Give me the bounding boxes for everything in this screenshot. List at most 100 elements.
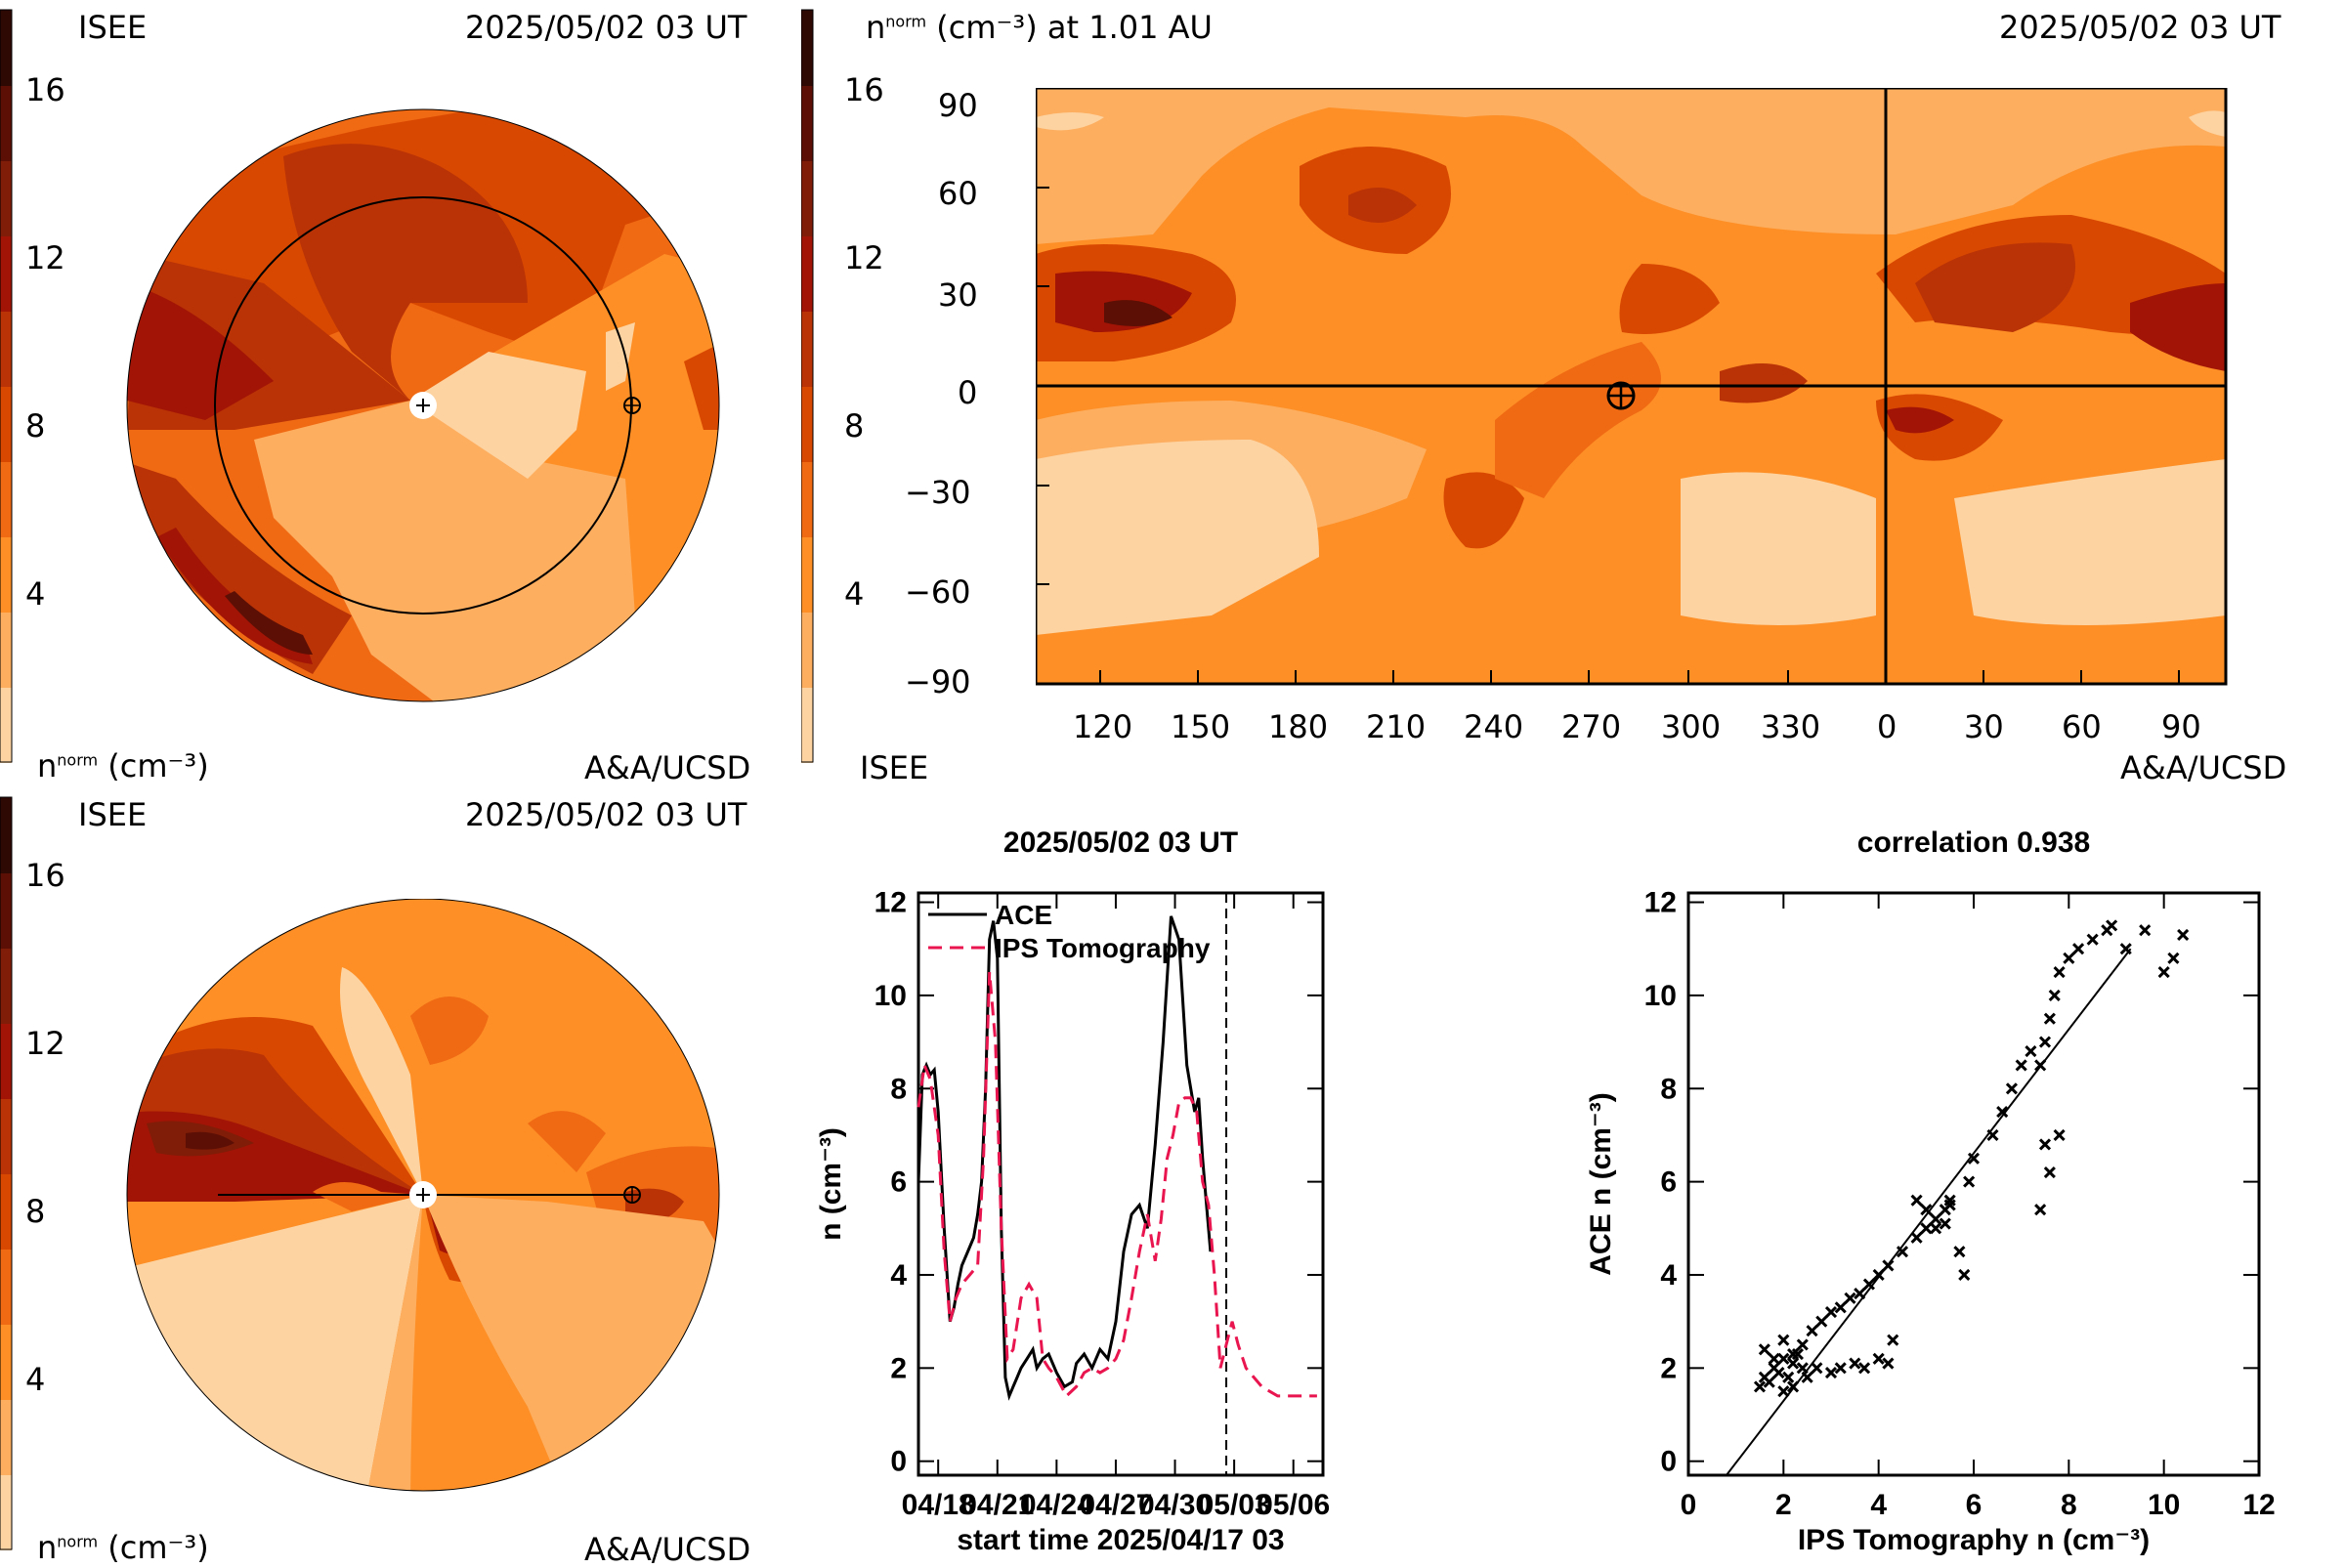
scatter-point-mark — [2053, 965, 2066, 979]
scatter-point — [2139, 924, 2152, 937]
map-xtick: 120 — [1073, 708, 1133, 745]
y-tick-label: 2 — [890, 1352, 907, 1384]
time-series-chart: 2025/05/02 03 UT start time 2025/04/17 03… — [815, 826, 1330, 1556]
colorbar-swatch — [801, 536, 813, 613]
scatter-point-mark — [2106, 919, 2118, 932]
y-tick-label: 0 — [1660, 1446, 1677, 1478]
scatter-point — [1801, 1371, 1813, 1383]
scatter-point — [1844, 1292, 1856, 1304]
unit-superscript: norm — [57, 1532, 99, 1551]
colorbar-swatch — [0, 1399, 12, 1475]
scatter-point — [2157, 965, 2170, 979]
scatter-point-mark — [1782, 1371, 1795, 1383]
scatter-point-mark — [1758, 1343, 1770, 1356]
scatter-point-mark — [2048, 989, 2061, 1001]
x-axis-label: start time 2025/04/17 03 — [957, 1524, 1284, 1556]
scatter-point — [2038, 1036, 2052, 1048]
scatter-point-mark — [1763, 1376, 1775, 1388]
colorbar-tick-label: 4 — [844, 575, 865, 613]
scatter-point — [2034, 1059, 2047, 1072]
scatter-point-mark — [1953, 1246, 1966, 1258]
scatter-point-mark — [2086, 933, 2099, 946]
colorbar-swatch — [0, 687, 12, 763]
y-tick-label: 8 — [890, 1073, 907, 1105]
scatter-point-mark — [2015, 1059, 2027, 1072]
scatter-point-mark — [1834, 1362, 1847, 1375]
scatter-point-mark — [1815, 1315, 1828, 1328]
sky-map-top-credit: A&A/UCSD — [584, 749, 751, 786]
colorbar-swatch — [801, 160, 813, 236]
sky-map-bottom-credit: A&A/UCSD — [584, 1531, 751, 1568]
unit-symbol: n — [37, 747, 58, 784]
scatter-point — [1753, 1380, 1767, 1393]
scatter-point-mark — [1930, 1212, 1942, 1225]
sky-map-bottom-disk — [126, 899, 720, 1492]
colorbar-tick-label: 4 — [25, 575, 46, 613]
scatter-point — [1796, 1362, 1809, 1375]
y-tick-label: 10 — [874, 980, 907, 1012]
scatter-point-mark — [1910, 1194, 1923, 1207]
scatter-point-mark — [2038, 1138, 2052, 1151]
x-axis-label: IPS Tomography n (cm⁻³) — [1798, 1524, 2150, 1556]
colorbar-swatch — [0, 1098, 12, 1174]
scatter-point-mark — [1920, 1204, 1933, 1216]
x-tick-label: 04/30 — [1138, 1489, 1212, 1521]
scatter-point-mark — [1882, 1259, 1895, 1272]
scatter-point — [1787, 1357, 1800, 1370]
scatter-point-mark — [1849, 1357, 1861, 1370]
map-xtick: 330 — [1761, 708, 1821, 745]
scatter-point-mark — [1806, 1325, 1818, 1337]
map-xtick: 270 — [1561, 708, 1622, 745]
y-tick-label: 12 — [874, 887, 907, 919]
colorbar-swatch — [0, 160, 12, 236]
colorbar-swatch — [801, 10, 813, 86]
scatter-point-mark — [1943, 1199, 1956, 1211]
scatter-point — [2043, 1012, 2056, 1025]
y-tick-label: 2 — [1660, 1352, 1677, 1384]
scatter-point — [1872, 1268, 1885, 1282]
colorbar-swatch — [801, 612, 813, 688]
unit-superscript: norm — [57, 750, 99, 770]
colorbar-swatch — [0, 311, 12, 387]
scatter-point — [1896, 1246, 1909, 1258]
colorbar-swatch — [0, 1249, 12, 1325]
colorbar-bottom-left — [0, 796, 13, 1550]
x-tick-label: 0 — [1681, 1489, 1697, 1521]
scatter-point — [1882, 1259, 1895, 1272]
map-ytick: 60 — [938, 175, 978, 212]
x-tick-label: 4 — [1870, 1489, 1887, 1521]
scatter-point-mark — [1801, 1371, 1813, 1383]
colorbar-swatch — [0, 948, 12, 1024]
scatter-point — [1958, 1268, 1971, 1282]
scatter-point-mark — [2043, 1166, 2056, 1179]
scatter-point-mark — [1787, 1347, 1800, 1361]
map-xtick: 30 — [1964, 708, 2004, 745]
y-tick-label: 10 — [1644, 980, 1677, 1012]
sky-map-top: ISEE 2025/05/02 03 UT 16 12 8 4 — [0, 0, 801, 791]
scatter-point — [1834, 1362, 1847, 1375]
map-axis-ticks — [1036, 88, 2180, 685]
scatter-point-mark — [2034, 1059, 2047, 1072]
colorbar-top-left — [0, 9, 13, 763]
plot-frame — [1686, 891, 2261, 1477]
scatter-point-mark — [2034, 1204, 2047, 1216]
colorbar-swatch — [0, 536, 12, 613]
scatter-point — [2072, 943, 2085, 955]
scatter-point-mark — [1777, 1385, 1790, 1398]
colorbar-tick-label: 12 — [25, 1025, 65, 1062]
earth-marker — [623, 397, 641, 414]
map-ytick: −60 — [905, 573, 971, 611]
colorbar-tick-label: 4 — [25, 1361, 46, 1398]
scatter-point-mark — [1887, 1334, 1899, 1346]
scatter-point — [1768, 1352, 1780, 1365]
colorbar-tick-label: 16 — [25, 71, 65, 108]
colorbar-swatch — [0, 85, 12, 161]
earth-marker — [1606, 381, 1636, 410]
chart-title: 2025/05/02 03 UT — [1003, 826, 1238, 859]
scatter-point — [1967, 1152, 1981, 1165]
colorbar-swatch — [0, 386, 12, 462]
y-tick-label: 4 — [890, 1259, 907, 1292]
colorbar-swatch — [0, 1324, 12, 1400]
scatter-point — [1777, 1385, 1790, 1398]
